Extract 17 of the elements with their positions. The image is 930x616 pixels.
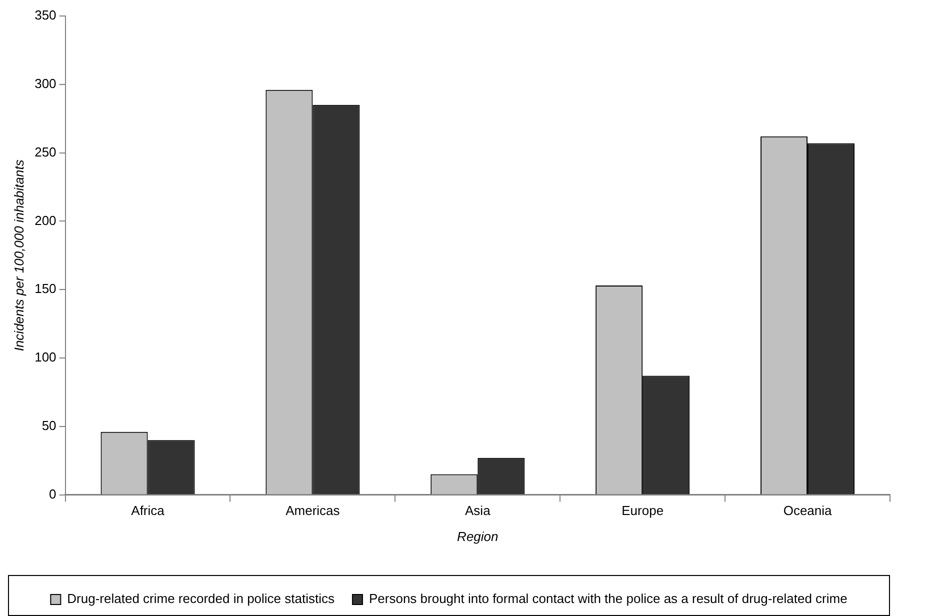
y-tick-label: 300: [34, 76, 56, 91]
y-axis-title: Incidents per 100,000 inhabitants: [11, 159, 26, 352]
y-tick-label: 200: [34, 212, 56, 228]
y-tick-label: 350: [34, 8, 56, 23]
x-tick-label: Africa: [131, 503, 166, 518]
y-tick-label: 250: [34, 144, 56, 160]
x-tick-label: Americas: [286, 503, 340, 518]
x-tick-label: Europe: [622, 503, 664, 518]
y-tick-label: 50: [42, 418, 56, 433]
x-tick-label: Oceania: [783, 503, 833, 518]
legend-label: Drug-related crime recorded in police statistics: [67, 591, 335, 606]
y-tick-label: 0: [49, 486, 56, 502]
y-tick-label: 100: [34, 350, 56, 365]
x-tick-label: Asia: [464, 503, 492, 518]
y-tick-label: 150: [34, 281, 56, 296]
legend-label: Persons brought into formal contact with the police as a result of drug-related crime: [368, 591, 848, 606]
x-axis-title: Region: [457, 528, 498, 544]
